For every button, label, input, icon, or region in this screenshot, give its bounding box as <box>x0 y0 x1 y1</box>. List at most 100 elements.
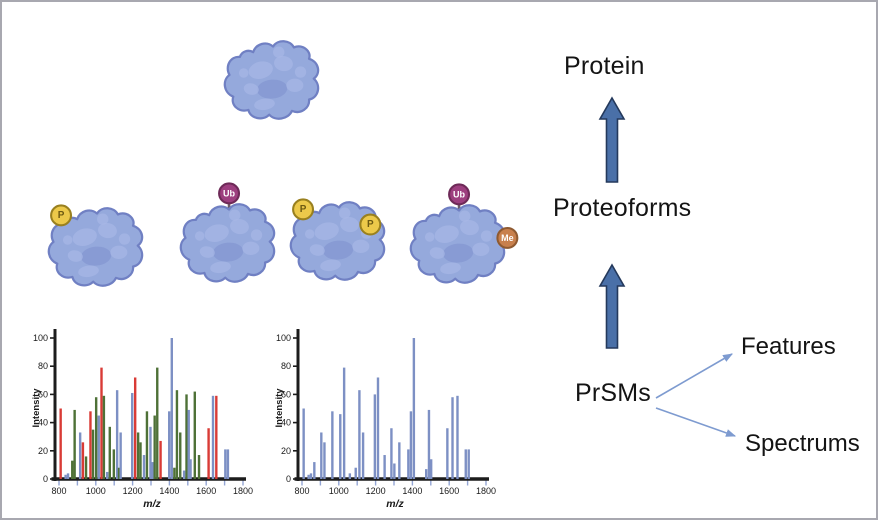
blob-lump <box>442 243 474 263</box>
spectrum-peak <box>451 397 454 479</box>
spectrum-peak <box>467 449 470 479</box>
spectrum-peak <box>224 449 227 479</box>
blob-lump <box>230 218 249 235</box>
spectrum-peak <box>464 449 467 479</box>
spectrum-peak <box>407 449 410 479</box>
spectrum-peak <box>170 338 173 479</box>
spectrum-peak <box>78 432 82 479</box>
blob-lump <box>459 210 471 222</box>
blob-lump <box>194 231 205 241</box>
y-tick-label: 80 <box>38 361 48 371</box>
blob-lump <box>250 229 263 241</box>
prsms-to-proteoforms-arrow-icon <box>598 263 626 349</box>
blob-lump <box>78 265 99 278</box>
x-tick-label: 1000 <box>329 486 349 496</box>
y-tick-label: 100 <box>276 333 291 343</box>
y-tick-label: 60 <box>281 389 291 399</box>
proteoform-illustration-ubiquitin-methyl: Ub Me <box>409 183 519 284</box>
spectrum-peak <box>115 390 119 479</box>
spectrum-peak <box>207 428 210 479</box>
blob-lump <box>62 235 73 245</box>
spectrum-peak <box>373 394 377 479</box>
mod-tag-label: P <box>300 204 307 215</box>
spectrum-peak <box>211 395 215 479</box>
spectrum-peak <box>106 471 109 479</box>
blob-lump <box>238 68 249 78</box>
spectrum-peak <box>393 463 396 479</box>
blob-lump <box>320 259 341 272</box>
proteoform-illustration-diphospho: PP <box>289 198 386 281</box>
blob-lump <box>229 209 241 221</box>
blob-lump <box>210 261 231 274</box>
blob-lump <box>322 240 354 260</box>
blob-lump <box>314 222 339 240</box>
blob-lump <box>339 207 351 219</box>
spectrum-peak <box>446 428 449 479</box>
x-tick-label: 1800 <box>476 486 496 496</box>
p-tag-icon <box>359 213 382 236</box>
blob-lump <box>424 232 435 242</box>
mod-tag-label: Me <box>501 233 514 243</box>
blob-lump <box>80 246 112 266</box>
spectrum-peak <box>59 408 62 479</box>
y-tick-label: 20 <box>281 446 291 456</box>
blob-lump <box>256 79 288 99</box>
blob-lump <box>248 61 273 79</box>
spectrum-peak <box>390 428 393 479</box>
spectrum-peak <box>456 395 459 479</box>
spectrum-peak <box>398 442 401 479</box>
raw-spectrum-chart: 0 20 40 60 80 100 800 1000 1200 1400 1600 1800 Inten… <box>274 329 496 510</box>
y-tick-label: 0 <box>286 474 291 484</box>
spectrum-peak <box>73 409 76 479</box>
spectrum-peak <box>149 426 152 479</box>
prsms-to-spectrums-arrow-icon <box>655 407 737 437</box>
spectrum-peak <box>117 467 121 479</box>
blob-lump <box>434 225 459 243</box>
spectrum-peak <box>81 442 85 479</box>
blob-lump <box>72 228 97 246</box>
mod-tag-label: P <box>367 219 374 230</box>
x-tick-label: 1200 <box>123 486 143 496</box>
spectrum-peak <box>102 395 106 479</box>
proteoforms-to-protein-arrow-icon <box>598 96 626 183</box>
spectrum-peak <box>108 426 111 479</box>
spectrum-peak <box>409 411 413 479</box>
me-tag-icon <box>496 226 519 249</box>
blob-lump <box>243 83 259 95</box>
spectrum-peak <box>323 442 326 479</box>
spectrum-peak <box>429 459 433 479</box>
x-axis-title: m/z <box>386 498 404 510</box>
spectrum-peak <box>84 456 88 479</box>
spectrum-peak <box>139 442 142 479</box>
blob-lump <box>110 245 128 259</box>
protein-label: Protein <box>564 52 645 80</box>
fragment-spectrum-chart: 0 20 40 60 80 100 800 1000 1200 1400 1600 1800 Inten… <box>31 329 253 510</box>
blob-lump <box>118 233 131 245</box>
spectrum-peak <box>309 473 313 479</box>
spectrums-label: Spectrums <box>745 430 860 457</box>
spectrum-peak <box>189 459 192 479</box>
spectrum-peak <box>175 390 179 479</box>
blob-lump <box>98 222 117 239</box>
x-tick-label: 1600 <box>439 486 459 496</box>
x-tick-label: 1400 <box>402 486 422 496</box>
x-tick-label: 1400 <box>159 486 179 496</box>
x-tick-label: 800 <box>294 486 309 496</box>
spectrum-peak <box>383 455 386 479</box>
y-tick-label: 80 <box>281 361 291 371</box>
x-tick-label: 1000 <box>86 486 106 496</box>
ub-tag-icon <box>448 183 471 206</box>
blob-lump <box>97 213 109 225</box>
blob-lump <box>212 242 244 262</box>
y-tick-label: 40 <box>38 418 48 428</box>
spectrum-peak <box>215 395 218 479</box>
spectrum-peak <box>313 462 316 479</box>
p-tag-icon <box>50 204 73 227</box>
x-tick-label: 1600 <box>196 486 216 496</box>
spectrum-peak <box>97 415 100 479</box>
spectrum-peak <box>307 474 310 479</box>
y-tick-label: 0 <box>43 474 48 484</box>
blob-lump <box>472 242 490 256</box>
features-label: Features <box>741 333 836 360</box>
